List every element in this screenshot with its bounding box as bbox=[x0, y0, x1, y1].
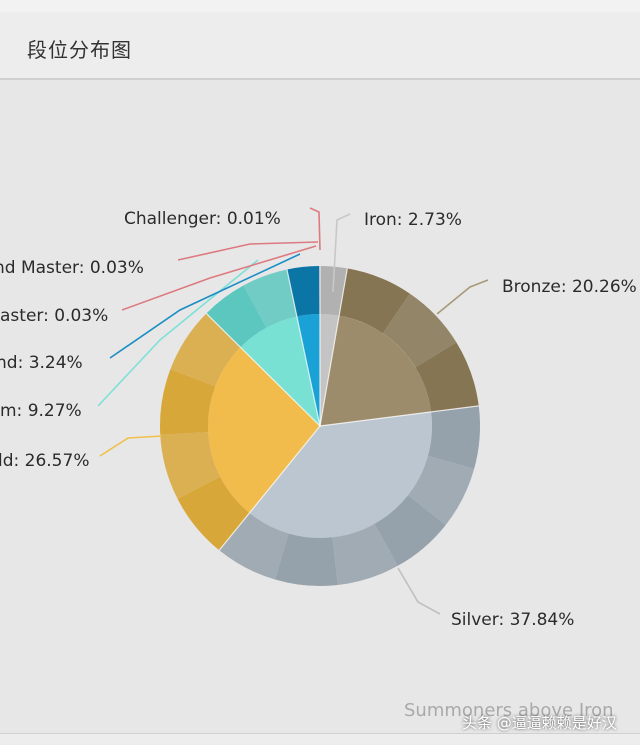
page-title: 段位分布图 bbox=[27, 34, 132, 63]
chart-area: Iron: 2.73% Bronze: 20.26% Silver: 37.84% l… bbox=[0, 82, 640, 732]
data-label-diamond: nd: 3.24% bbox=[0, 353, 83, 373]
pie-slices bbox=[160, 266, 480, 586]
data-label-bronze: Bronze: 20.26% bbox=[502, 277, 637, 297]
data-label-gold: ld: 26.57% bbox=[0, 451, 89, 471]
watermark: 头条 @逼逼赖赖是好汉 bbox=[462, 712, 617, 733]
data-label-challenger: Challenger: 0.01% bbox=[124, 209, 281, 229]
pie-chart: Iron: 2.73% Bronze: 20.26% Silver: 37.84% l… bbox=[0, 82, 640, 732]
data-label-iron: Iron: 2.73% bbox=[364, 210, 462, 230]
data-label-platinum: m: 9.27% bbox=[0, 401, 82, 421]
card-header: 段位分布图 bbox=[0, 12, 640, 80]
data-label-silver: Silver: 37.84% bbox=[451, 610, 574, 630]
data-label-master: aster: 0.03% bbox=[0, 306, 108, 326]
leader-line-gold bbox=[100, 436, 162, 456]
data-label-grand-master: nd Master: 0.03% bbox=[0, 258, 144, 278]
leader-line-bronze bbox=[437, 280, 488, 314]
bottom-divider bbox=[0, 733, 640, 745]
leader-line-silver bbox=[398, 568, 440, 614]
leader-line-challenger bbox=[310, 208, 320, 250]
